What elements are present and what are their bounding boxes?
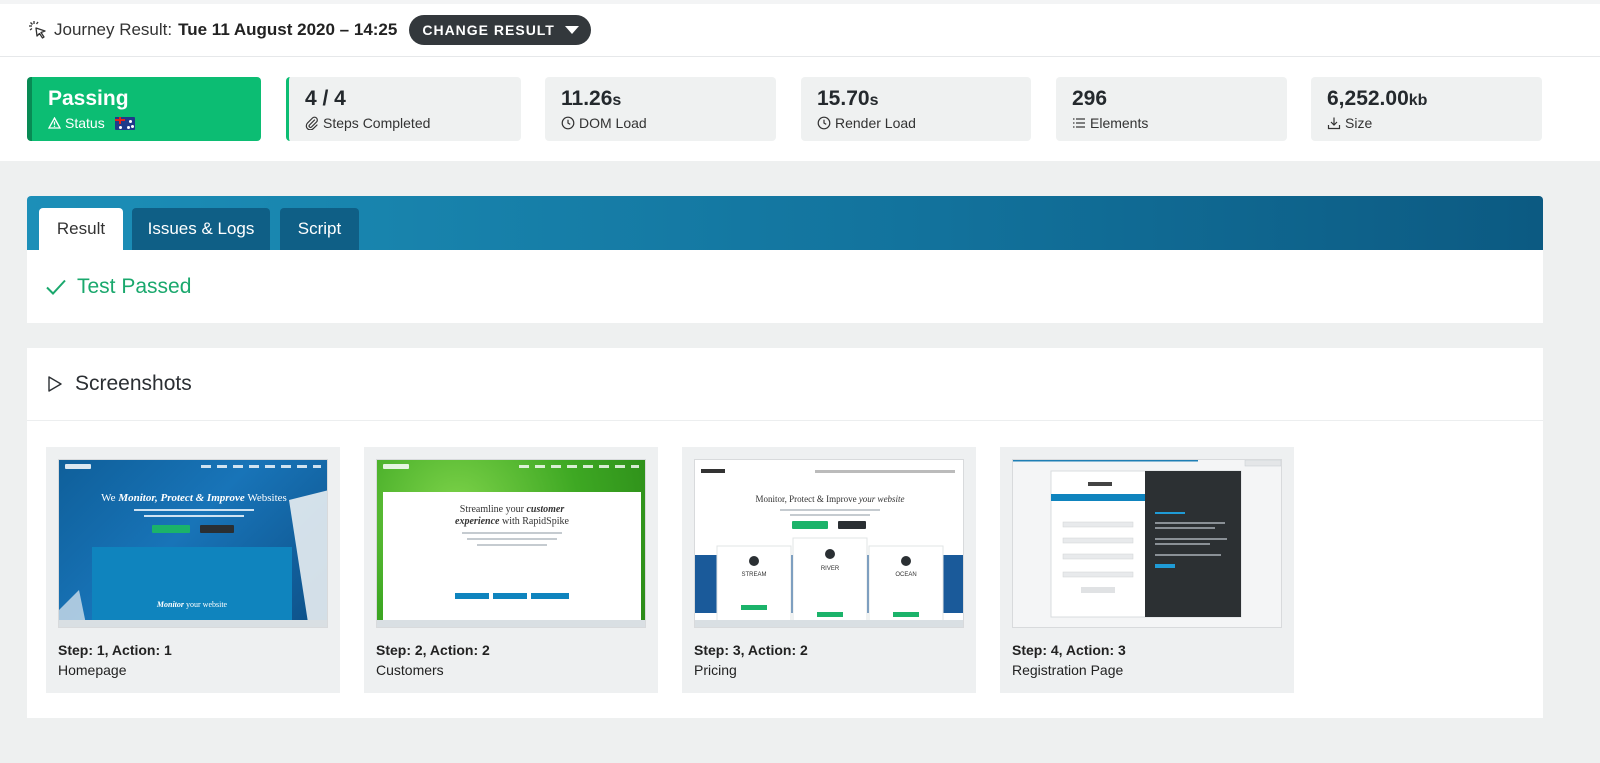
svg-text:STREAM: STREAM (741, 572, 766, 578)
dom-load-label: DOM Load (579, 115, 647, 131)
screenshot-name: Homepage (58, 662, 127, 678)
elements-stat: 296 Elements (1056, 77, 1287, 141)
svg-text:We Monitor, Protect & Improve: We Monitor, Protect & Improve Websites (101, 492, 287, 504)
dom-load-value: 11.26 (561, 87, 613, 110)
journey-result-label: Journey Result: (54, 20, 173, 39)
tab-issues-logs[interactable]: Issues & Logs (132, 208, 270, 250)
size-stat: 6,252.00kb Size (1311, 77, 1542, 141)
customers-thumbnail: Streamline your customer experience with… (376, 459, 646, 628)
status-value: Passing (48, 87, 129, 110)
screenshot-card[interactable]: We Monitor, Protect & Improve Websites M… (46, 447, 340, 693)
dom-load-unit: s (612, 92, 622, 109)
result-panel: Test Passed (27, 250, 1543, 323)
steps-label: Steps Completed (323, 115, 431, 131)
screenshots-toggle[interactable]: Screenshots (27, 348, 1543, 421)
render-load-value: 15.70 (817, 87, 870, 110)
journey-header: Journey Result: Tue 11 August 2020 – 14:… (0, 0, 1600, 57)
steps-value: 4 / 4 (305, 87, 346, 110)
svg-text:experience with RapidSpike: experience with RapidSpike (455, 516, 569, 527)
screenshots-card: Screenshots We Monitor, Protect & Improv… (27, 348, 1543, 718)
screenshots-title: Screenshots (75, 372, 192, 395)
warning-triangle-icon (48, 117, 61, 129)
journey-result-date: Tue 11 August 2020 – 14:25 (178, 20, 398, 39)
result-tabs-bar: Result Issues & Logs Script (27, 196, 1543, 250)
svg-text:Monitor your website: Monitor your website (156, 600, 228, 609)
elements-value: 296 (1072, 87, 1108, 110)
screenshot-card[interactable]: Step: 4, Action: 3 Registration Page (1000, 447, 1294, 693)
caret-down-icon (564, 26, 579, 34)
list-icon (1073, 118, 1085, 128)
clock-icon (561, 116, 575, 130)
change-result-button[interactable]: CHANGE RESULT (409, 15, 591, 45)
pricing-thumbnail: Monitor, Protect & Improve your website … (694, 459, 964, 628)
screenshot-step: Step: 2, Action: 2 (376, 642, 490, 658)
svg-text:OCEAN: OCEAN (895, 572, 916, 578)
dom-load-stat: 11.26s DOM Load (545, 77, 776, 141)
checkmark-icon (46, 279, 66, 295)
australia-flag-icon (114, 116, 135, 130)
size-unit: kb (1408, 92, 1428, 109)
screenshot-name: Pricing (694, 662, 737, 678)
svg-text:Streamline your customer: Streamline your customer (460, 504, 565, 515)
screenshot-name: Registration Page (1012, 662, 1124, 678)
change-result-label: CHANGE RESULT (422, 22, 555, 38)
clock-icon (817, 116, 831, 130)
size-label: Size (1345, 115, 1373, 131)
registration-thumbnail (1012, 459, 1282, 628)
screenshot-card[interactable]: Monitor, Protect & Improve your website … (682, 447, 976, 693)
screenshot-step: Step: 1, Action: 1 (58, 642, 172, 658)
download-icon (1327, 117, 1341, 130)
status-label: Status (65, 115, 105, 131)
elements-label: Elements (1090, 115, 1149, 131)
click-cursor-icon (29, 21, 46, 39)
svg-text:Monitor, Protect & Improve you: Monitor, Protect & Improve your website (755, 494, 904, 504)
svg-text:RIVER: RIVER (821, 566, 840, 572)
render-load-label: Render Load (835, 115, 916, 131)
play-triangle-icon (48, 376, 62, 392)
screenshot-step: Step: 3, Action: 2 (694, 642, 808, 658)
size-value: 6,252.00 (1327, 87, 1409, 110)
screenshot-name: Customers (376, 662, 444, 678)
steps-stat: 4 / 4 Steps Completed (286, 77, 521, 141)
screenshot-step: Step: 4, Action: 3 (1012, 642, 1126, 658)
tab-result[interactable]: Result (39, 208, 123, 250)
render-load-stat: 15.70s Render Load (801, 77, 1031, 141)
screenshot-card[interactable]: Streamline your customer experience with… (364, 447, 658, 693)
stats-strip: Passing Status 4 / 4 Steps Completed 11.… (0, 57, 1600, 161)
homepage-thumbnail: We Monitor, Protect & Improve Websites M… (58, 459, 328, 628)
paperclip-icon (305, 116, 318, 130)
render-load-unit: s (869, 92, 879, 109)
test-passed-text: Test Passed (77, 274, 192, 298)
status-stat: Passing Status (27, 77, 261, 141)
tab-script[interactable]: Script (280, 208, 359, 250)
